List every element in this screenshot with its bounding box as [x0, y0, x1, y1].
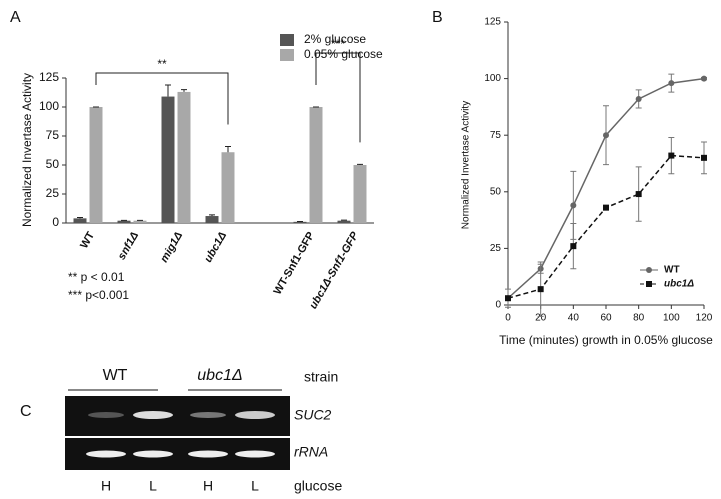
x-tick-label: WT-Snf1-GFP: [272, 230, 318, 297]
y-tick-label: 100: [484, 73, 501, 84]
x-tick-label: 20: [535, 313, 547, 324]
bar: [293, 221, 307, 223]
y-axis-label: Normalized Invertase Activity: [20, 73, 34, 227]
bar: [73, 218, 87, 223]
error-bar: [225, 145, 231, 153]
x-tick-label: ubc1Δ: [202, 230, 229, 265]
bar: [161, 96, 175, 223]
x-tick-label: snf1Δ: [116, 230, 141, 262]
significance-bracket: [95, 72, 229, 125]
legend-label: ubc1Δ: [664, 279, 694, 290]
line: [507, 154, 705, 299]
y-tick-label: 25: [490, 243, 502, 254]
y-tick-label: 0: [52, 215, 59, 229]
x-tick-label: mig1Δ: [158, 230, 185, 265]
panel-letter: C: [20, 403, 32, 420]
y-tick-label: 25: [46, 186, 60, 200]
gel-bands: [86, 411, 275, 458]
significance-bracket: [315, 52, 361, 143]
y-tick-label: 100: [39, 99, 59, 113]
legend-label: 2% glucose: [304, 32, 366, 46]
error-bar: [181, 89, 187, 92]
significance-label: **: [157, 57, 167, 71]
x-tick-label: 60: [600, 313, 612, 324]
y-tick-label: 75: [490, 130, 502, 141]
marker: [701, 154, 707, 161]
bar: [177, 91, 191, 223]
y-tick-label: 125: [484, 17, 501, 28]
error-bar: [77, 217, 83, 219]
marker: [537, 286, 544, 293]
error-bar: [209, 214, 215, 217]
footnote: ** p < 0.01: [68, 270, 125, 284]
x-tick-label: 80: [633, 313, 645, 324]
legend-swatch: [280, 49, 294, 61]
legend-marker: [646, 281, 652, 287]
bar: [221, 152, 235, 223]
panel-letter: A: [10, 9, 21, 26]
x-tick-label: 100: [663, 313, 680, 324]
x-tick-label: 120: [696, 313, 713, 324]
band-label: rRNA: [294, 444, 328, 460]
error-bar: [357, 163, 363, 165]
bar: [309, 107, 323, 223]
y-tick-label: 125: [39, 70, 59, 84]
marker: [570, 243, 577, 250]
lane-label: L: [251, 478, 259, 494]
strain-label: ubc1Δ: [197, 367, 242, 384]
legend-marker: [646, 267, 652, 273]
x-tick-label: 40: [568, 313, 580, 324]
strain-title: strain: [304, 369, 338, 385]
bar: [337, 220, 351, 223]
lane-label: H: [101, 478, 111, 494]
marker: [505, 295, 511, 302]
y-axis-label: Normalized Invertase Activity: [461, 101, 472, 229]
y-tick-label: 75: [46, 128, 60, 142]
marker: [668, 152, 675, 159]
bar: [89, 107, 103, 223]
footnote: *** p<0.001: [68, 288, 129, 302]
error-bar: [341, 219, 347, 221]
legend-swatch: [280, 34, 294, 46]
marker: [635, 95, 642, 102]
lane-label: H: [203, 478, 213, 494]
bar: [133, 220, 147, 223]
marker: [603, 132, 609, 139]
legend-label: WT: [664, 265, 680, 276]
strain-label: WT: [103, 367, 128, 384]
x-tick-label: WT: [78, 230, 97, 251]
marker: [570, 202, 577, 209]
x-tick-label: 0: [505, 313, 511, 324]
band-label: SUC2: [294, 407, 332, 423]
bar: [353, 165, 367, 223]
marker: [701, 75, 707, 82]
marker: [603, 204, 609, 211]
significance-label: ***: [331, 37, 345, 51]
legend-label: 0.05% glucose: [304, 47, 383, 61]
lane-label: L: [149, 478, 157, 494]
panel-letter: B: [432, 9, 443, 26]
lane-title: glucose: [294, 478, 342, 494]
x-axis-label: Time (minutes) growth in 0.05% glucose: [499, 333, 713, 347]
error-bar: [165, 84, 171, 97]
x-tick-label: ubc1Δ-Snf1-GFP: [307, 229, 361, 311]
y-tick-label: 0: [495, 300, 501, 311]
bar: [117, 220, 131, 223]
y-tick-label: 50: [46, 157, 60, 171]
y-tick-label: 50: [490, 186, 502, 197]
marker: [635, 191, 642, 198]
marker: [668, 80, 675, 87]
bar: [205, 216, 219, 223]
